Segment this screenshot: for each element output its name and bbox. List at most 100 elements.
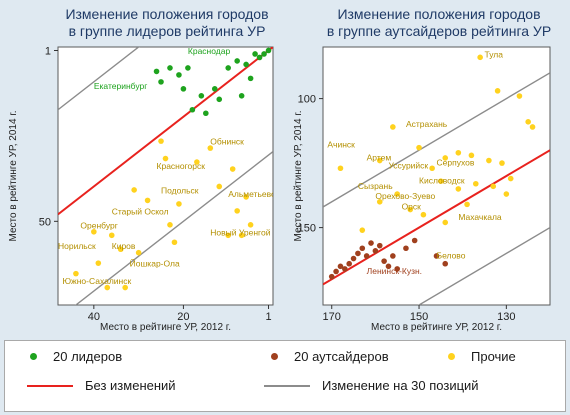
change30-line xyxy=(417,226,550,305)
chart-title-line: Изменение положения городов xyxy=(65,6,268,22)
point-прочие xyxy=(359,227,366,233)
point-20-аутсайдеров xyxy=(346,260,352,267)
legend-label-outsiders: 20 аутсайдеров xyxy=(294,349,389,364)
point-20-лидеров xyxy=(252,51,258,57)
city-label: Тула xyxy=(485,49,504,59)
point-20-лидеров xyxy=(189,106,196,113)
point-20-аутсайдеров xyxy=(328,273,335,280)
city-label: Орск xyxy=(402,202,422,212)
y-tick-label: 150 xyxy=(298,223,316,235)
city-label: Белово xyxy=(437,251,466,261)
point-прочие xyxy=(486,157,492,164)
legend-item-leaders: 20 лидеров xyxy=(30,349,122,364)
city-label: Йошкар-Ола xyxy=(130,258,180,269)
point-20-лидеров xyxy=(256,54,263,61)
point-20-аутсайдеров xyxy=(442,260,449,267)
point-прочие xyxy=(171,239,178,246)
point-прочие xyxy=(91,228,97,235)
point-прочие xyxy=(455,186,462,192)
city-label: Альметьевск xyxy=(228,189,279,199)
point-прочие xyxy=(108,232,115,239)
point-20-аутсайдеров xyxy=(376,242,383,249)
y-tick-label: 50 xyxy=(39,216,51,228)
point-прочие xyxy=(243,194,249,200)
point-20-лидеров xyxy=(167,65,173,71)
point-20-лидеров xyxy=(243,61,249,68)
point-20-лидеров xyxy=(198,93,205,99)
city-label: Ачинск xyxy=(327,140,355,150)
point-прочие xyxy=(529,124,536,130)
point-прочие xyxy=(225,232,232,239)
no-change-line-icon xyxy=(27,384,73,387)
legend-label-leaders: 20 лидеров xyxy=(53,349,123,364)
city-label: Сызрань xyxy=(358,181,393,191)
y-tick-label: 100 xyxy=(298,94,316,106)
point-20-лидеров xyxy=(158,79,164,85)
city-label: Орехово-Зуево xyxy=(375,191,435,201)
point-20-лидеров xyxy=(203,110,209,117)
point-прочие xyxy=(176,201,182,207)
legend-label-no-change: Без изменений xyxy=(85,378,176,393)
legend: 20 лидеров 20 аутсайдеров Прочие Без изм… xyxy=(4,340,566,412)
point-прочие xyxy=(468,152,475,159)
point-прочие xyxy=(525,119,531,125)
y-tick-label: 1 xyxy=(45,45,51,57)
point-прочие xyxy=(144,197,151,204)
change30-line xyxy=(58,47,140,111)
change30-line xyxy=(74,151,273,305)
point-прочие xyxy=(429,165,435,172)
city-label: Оренбург xyxy=(80,220,117,230)
point-20-аутсайдеров xyxy=(372,248,379,254)
point-прочие xyxy=(464,201,470,208)
no-change-line xyxy=(58,47,273,216)
point-прочие xyxy=(135,249,142,256)
city-label: Красногорск xyxy=(157,161,206,171)
city-label: Астрахань xyxy=(406,119,448,129)
city-label: Подольск xyxy=(161,185,199,195)
point-прочие xyxy=(442,155,449,161)
city-label: Южно-Сахалинск xyxy=(62,276,131,286)
point-прочие xyxy=(238,232,245,239)
point-20-аутсайдеров xyxy=(381,258,387,264)
point-прочие xyxy=(376,157,383,164)
point-прочие xyxy=(499,160,505,166)
point-прочие xyxy=(73,270,79,277)
point-20-аутсайдеров xyxy=(350,255,357,262)
point-20-аутсайдеров xyxy=(363,253,370,259)
city-label: Старый Оскол xyxy=(112,206,169,216)
point-20-аутсайдеров xyxy=(403,245,409,252)
point-20-аутсайдеров xyxy=(394,266,401,272)
point-20-аутсайдеров xyxy=(359,245,366,252)
city-label: Ленинск-Кузн. xyxy=(367,266,422,276)
others-marker-icon xyxy=(448,353,455,360)
point-прочие xyxy=(162,155,169,162)
point-20-аутсайдеров xyxy=(333,268,339,275)
point-20-лидеров xyxy=(261,51,267,57)
point-прочие xyxy=(207,145,214,151)
point-20-лидеров xyxy=(225,65,232,71)
city-label: Махачкала xyxy=(458,212,502,222)
point-прочие xyxy=(122,284,128,291)
point-прочие xyxy=(494,88,501,94)
point-20-лидеров xyxy=(234,58,240,64)
change30-line-icon xyxy=(264,384,310,387)
point-прочие xyxy=(420,211,427,218)
point-прочие xyxy=(490,183,497,190)
chart-title-line: Изменение положения городов xyxy=(337,6,540,22)
city-label: Норильск xyxy=(58,241,96,251)
point-20-лидеров xyxy=(176,72,182,78)
city-label: Уссурийск xyxy=(388,160,428,170)
point-прочие xyxy=(229,166,236,172)
point-прочие xyxy=(216,183,223,190)
legend-label-others: Прочие xyxy=(471,349,516,364)
point-прочие xyxy=(131,187,137,193)
chart-title-line: в группе лидеров рейтинга УР xyxy=(69,23,266,39)
point-20-аутсайдеров xyxy=(342,266,348,272)
point-прочие xyxy=(477,54,483,61)
point-прочие xyxy=(376,199,383,205)
point-прочие xyxy=(507,175,514,182)
point-20-лидеров xyxy=(216,96,223,103)
city-label: Серпухов xyxy=(437,158,475,168)
point-прочие xyxy=(416,144,422,151)
